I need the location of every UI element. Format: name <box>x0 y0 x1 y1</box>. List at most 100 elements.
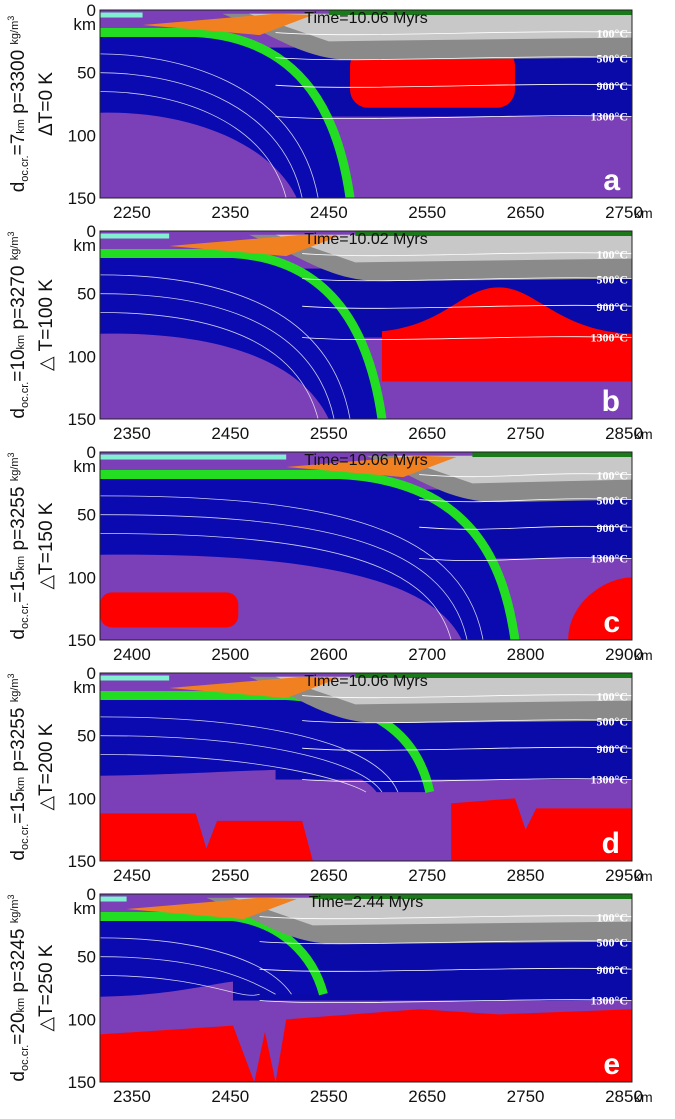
frame <box>99 451 633 641</box>
frame <box>99 893 633 1083</box>
y-tick-label: 0 <box>87 222 96 241</box>
x-tick-label: 2500 <box>211 645 249 664</box>
y-label-part: p=3300 <box>8 45 29 120</box>
frame <box>99 672 633 862</box>
model-image <box>100 673 632 861</box>
isotherm-label: 100°C <box>597 248 628 262</box>
y-label-part: 3 <box>6 231 16 236</box>
oceanic-plate <box>100 35 351 198</box>
y-label-part: p=3270 <box>8 260 29 335</box>
x-tick-label: 2550 <box>310 424 348 443</box>
isotherm <box>259 915 632 920</box>
y-label-part: 3 <box>6 16 16 21</box>
isotherm <box>302 746 632 751</box>
x-unit: km <box>634 205 653 221</box>
panel-letter: a <box>603 164 620 197</box>
x-tick-label: 2450 <box>211 1087 249 1106</box>
isotherm-label: 900°C <box>597 79 628 93</box>
surface-sediment <box>100 454 287 460</box>
isotherm <box>100 53 319 198</box>
isotherm <box>302 277 632 282</box>
y-label-part: 3 <box>6 673 16 678</box>
x-tick-label: 2850 <box>605 1087 643 1106</box>
sediment-wedge <box>126 897 297 920</box>
isotherm-label: 900°C <box>597 521 628 535</box>
y-label-part: d <box>8 629 29 640</box>
y-tick-label: 0 <box>87 885 96 904</box>
delta-t-label: △ T=100 K <box>36 279 57 371</box>
model-image <box>100 894 632 1082</box>
hot-region <box>350 47 515 108</box>
surface-sediment <box>100 896 127 902</box>
isotherm <box>302 252 632 257</box>
time-label: Time=2.44 Myrs <box>309 894 424 911</box>
oceanic-plate <box>100 477 515 640</box>
panel: 100°C 500°C 900°C 1300°C Time=10.06 Myrs a 0 50… <box>6 1 653 222</box>
isotherm-label: 900°C <box>597 742 628 756</box>
y-label-part: kg/m <box>9 21 21 45</box>
y-label-part: d <box>8 408 29 419</box>
surface-layer <box>328 10 632 16</box>
x-tick-label: 2950 <box>605 866 643 885</box>
x-tick-label: 2750 <box>408 866 446 885</box>
isotherm-label: 1300°C <box>591 330 628 344</box>
sediment-wedge <box>142 13 313 36</box>
isotherm <box>419 525 632 530</box>
hot-region <box>381 287 632 382</box>
surface-sediment <box>100 12 143 18</box>
y-tick-label: 0 <box>87 1 96 20</box>
y-label-part: oc.cr. <box>19 382 31 408</box>
y-label-part: km <box>15 119 27 134</box>
isotherm <box>302 336 632 341</box>
isotherm-label: 1300°C <box>591 993 628 1007</box>
hot-region <box>451 798 632 861</box>
y-label-part: km <box>15 556 27 571</box>
oceanic-crust <box>100 249 387 419</box>
y-tick-label: 50 <box>77 285 96 304</box>
x-tick-label: 2800 <box>507 645 545 664</box>
y-tick-label: 0 <box>87 664 96 683</box>
isotherm <box>419 473 632 478</box>
frame <box>99 230 633 420</box>
isotherm <box>275 31 632 36</box>
y-label-part: 3 <box>6 452 16 457</box>
y-label: doc.cr.=15km p=3255 kg/m3 <box>6 452 31 639</box>
y-label: doc.cr.=20km p=3245 kg/m3 <box>6 894 31 1081</box>
sediment-wedge <box>169 234 340 257</box>
isotherm-label: 900°C <box>597 963 628 977</box>
isotherm-label: 500°C <box>597 273 628 287</box>
isotherm-label: 100°C <box>597 911 628 925</box>
x-unit: km <box>634 1089 653 1105</box>
x-tick-label: 2350 <box>211 203 249 222</box>
isotherm <box>259 940 632 945</box>
model-image <box>100 452 632 640</box>
hot-region <box>100 592 239 628</box>
x-tick-label: 2450 <box>310 203 348 222</box>
surface-layer <box>312 894 632 900</box>
frame <box>99 9 633 199</box>
y-label: doc.cr.=10km p=3270 kg/m3 <box>6 231 31 418</box>
isotherm-label: 1300°C <box>591 772 628 786</box>
x-unit: km <box>634 426 653 442</box>
y-label-part: =15 <box>8 570 29 602</box>
x-tick-label: 2650 <box>310 866 348 885</box>
isotherm-label: 500°C <box>597 494 628 508</box>
y-label-part: oc.cr. <box>19 1045 31 1071</box>
time-label: Time=10.06 Myrs <box>304 10 427 27</box>
y-label-part: km <box>15 777 27 792</box>
x-tick-label: 2550 <box>310 1087 348 1106</box>
x-tick-label: 2650 <box>408 424 446 443</box>
y-tick-label: 150 <box>68 189 96 208</box>
delta-t-label: △T=250 K <box>36 944 57 1031</box>
isotherm-label: 1300°C <box>591 551 628 565</box>
panel-letter: e <box>603 1048 620 1081</box>
oceanic-plate <box>100 256 382 419</box>
x-tick-label: 2550 <box>408 203 446 222</box>
y-tick-label: 150 <box>68 410 96 429</box>
y-label: doc.cr.=15km p=3255 kg/m3 <box>6 673 31 860</box>
panel-letter: c <box>603 606 620 639</box>
y-tick-label: 150 <box>68 852 96 871</box>
y-label-part: d <box>8 1071 29 1082</box>
x-tick-label: 2450 <box>211 424 249 443</box>
